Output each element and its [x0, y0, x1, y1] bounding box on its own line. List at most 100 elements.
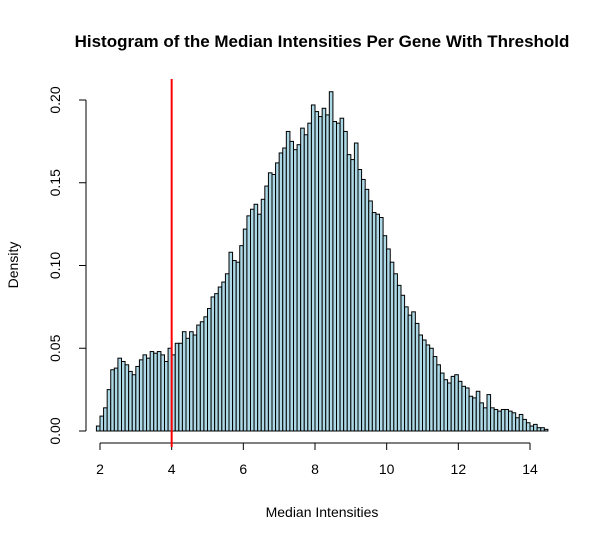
histogram-bar — [250, 208, 255, 432]
histogram-bar — [293, 149, 298, 432]
histogram-bar — [336, 122, 341, 432]
histogram-bar — [275, 162, 280, 432]
histogram-bar — [429, 347, 434, 432]
histogram-bar — [257, 213, 262, 432]
y-tick-label: 0.20 — [47, 86, 63, 113]
histogram-bar — [153, 352, 158, 432]
histogram-bar — [203, 316, 209, 432]
histogram-bar — [189, 331, 194, 432]
histogram-bar — [303, 134, 309, 432]
histogram-bar — [529, 425, 535, 432]
histogram-bar — [285, 130, 291, 432]
histogram-bar — [282, 147, 287, 432]
histogram-bar — [135, 365, 140, 432]
histogram-bar — [414, 322, 420, 432]
x-tick-label: 8 — [311, 461, 319, 477]
histogram-bar — [465, 387, 470, 432]
histogram-bar — [461, 385, 466, 432]
histogram-bar — [515, 417, 520, 432]
histogram-bar — [422, 339, 427, 432]
histogram-bar — [207, 308, 212, 432]
histogram-bar — [181, 331, 187, 432]
histogram-bar — [418, 334, 423, 432]
histogram-bar — [353, 142, 359, 432]
histogram-bar — [522, 418, 527, 432]
histogram-bar — [396, 284, 402, 432]
histogram-bar — [103, 407, 108, 432]
histogram-bar — [443, 379, 449, 432]
histogram-bar — [271, 173, 277, 432]
histogram-bar — [192, 334, 198, 432]
histogram-bar — [368, 200, 373, 432]
histogram-bar — [525, 422, 531, 432]
histogram-bar — [486, 394, 492, 432]
histogram-bar — [447, 382, 452, 432]
histogram-bar — [457, 380, 463, 432]
histogram-bar — [490, 407, 495, 432]
histogram-bar — [493, 408, 499, 432]
histogram-bar — [217, 286, 223, 432]
histogram-bar — [432, 356, 438, 432]
histogram-bar — [260, 198, 266, 432]
x-tick-label: 12 — [451, 461, 467, 477]
histogram-bar — [454, 374, 459, 432]
histogram-bar — [425, 344, 431, 432]
histogram-bar — [300, 127, 305, 432]
histogram-bar — [382, 235, 388, 432]
histogram-bar — [138, 359, 144, 432]
histogram-bar — [543, 428, 549, 432]
histogram-bar — [500, 408, 506, 432]
histogram-bar — [307, 122, 312, 432]
histogram-bar — [113, 367, 119, 432]
y-axis-label: Density — [5, 242, 21, 289]
histogram-bar — [325, 114, 330, 432]
histogram-bar — [296, 144, 302, 432]
histogram-bar — [289, 140, 294, 432]
histogram-bar — [164, 360, 169, 432]
histogram-bar — [117, 357, 122, 432]
histogram-bar — [386, 248, 391, 432]
histogram-bar — [357, 169, 363, 432]
histogram-bar — [407, 314, 413, 432]
histogram-bar — [468, 395, 474, 432]
histogram-bar — [160, 354, 166, 432]
histogram-bar — [540, 427, 545, 432]
histogram-bar — [214, 293, 219, 432]
x-axis: 2 4 6 8 10 12 14 — [96, 442, 538, 477]
x-tick-label: 10 — [379, 461, 395, 477]
histogram-bar — [156, 351, 162, 432]
histogram-bar — [128, 370, 133, 432]
histogram-bar — [142, 354, 148, 432]
histogram-bar — [149, 351, 155, 432]
histogram-bar — [400, 294, 406, 432]
histogram-bar — [146, 357, 151, 432]
histogram-bar — [479, 402, 484, 432]
histogram-bar — [364, 188, 370, 432]
histogram-bar — [436, 364, 441, 432]
x-tick-label: 2 — [96, 461, 104, 477]
y-tick-label: 0.15 — [47, 169, 63, 196]
histogram-bar — [475, 390, 481, 432]
histogram-bar — [278, 152, 284, 432]
histogram-bar — [371, 212, 377, 432]
histogram-bar — [95, 425, 101, 432]
histogram-bar — [267, 172, 273, 432]
histogram-bar — [504, 408, 509, 432]
histogram-bar — [232, 260, 237, 432]
histogram-bar — [361, 178, 366, 432]
histogram-bars — [95, 91, 549, 432]
x-axis-label: Median Intensities — [266, 504, 379, 520]
histogram-bar — [121, 360, 126, 432]
histogram-bar — [185, 337, 191, 432]
histogram-bar — [235, 261, 241, 432]
histogram-bar — [536, 427, 542, 432]
histogram-bar — [196, 324, 201, 432]
histogram-bar — [224, 273, 230, 432]
chart-title: Histogram of the Median Intensities Per … — [75, 32, 570, 51]
histogram-bar — [472, 397, 477, 432]
histogram-bar — [404, 306, 409, 432]
histogram-bar — [199, 321, 205, 432]
histogram-bar — [450, 375, 456, 432]
histogram-bar — [239, 245, 244, 432]
histogram-bar — [339, 117, 345, 432]
